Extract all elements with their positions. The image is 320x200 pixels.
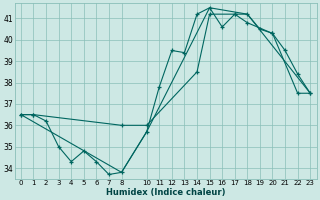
X-axis label: Humidex (Indice chaleur): Humidex (Indice chaleur) (106, 188, 225, 197)
